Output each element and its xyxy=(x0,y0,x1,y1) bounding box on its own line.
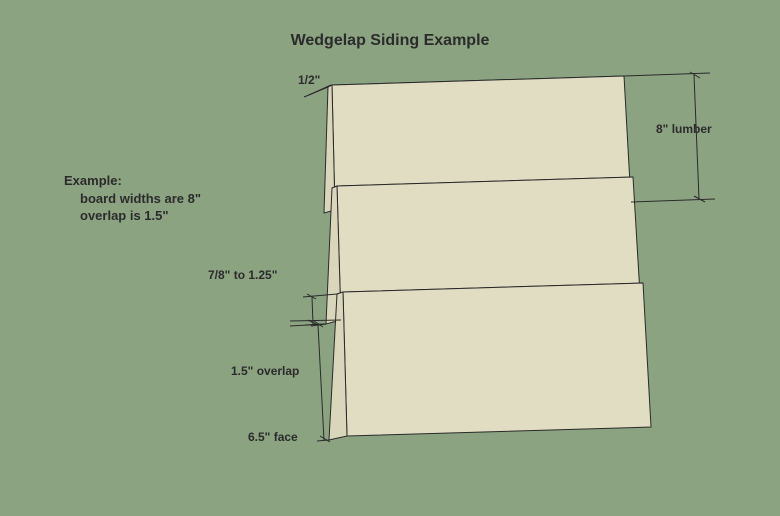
top-thickness-label: 1/2" xyxy=(298,73,320,87)
siding-diagram xyxy=(0,0,780,516)
overlap-label: 1.5" overlap xyxy=(231,364,299,378)
bottom-thickness-label: 7/8" to 1.25" xyxy=(208,268,277,282)
lumber-width-label: 8" lumber xyxy=(656,122,712,136)
face-label: 6.5" face xyxy=(248,430,298,444)
